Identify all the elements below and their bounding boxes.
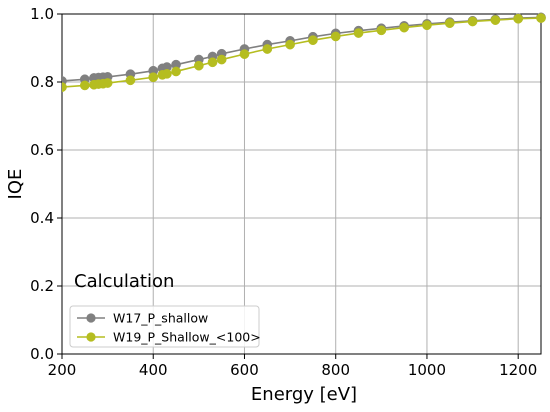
x-tick-label: 600 bbox=[230, 361, 259, 379]
data-point bbox=[353, 28, 364, 38]
data-point bbox=[216, 54, 227, 65]
data-point bbox=[102, 78, 113, 88]
data-point bbox=[162, 68, 172, 79]
legend-marker bbox=[86, 332, 96, 342]
legend-label: W17_P_shallow bbox=[113, 311, 208, 326]
legend-label: W19_P_Shallow_<100> bbox=[113, 330, 261, 345]
data-point bbox=[194, 60, 204, 71]
data-point bbox=[308, 35, 318, 46]
axes: 200 400 600 800 1000 1200 0.0 0.2 0.4 0.6 0.8 1.0 bbox=[30, 5, 542, 379]
data-point bbox=[330, 31, 341, 42]
x-tick-label: 800 bbox=[321, 361, 350, 379]
x-tick-label: 1200 bbox=[499, 361, 537, 379]
data-point bbox=[399, 22, 409, 33]
data-point bbox=[490, 15, 501, 25]
x-tick-label: 400 bbox=[139, 361, 168, 379]
x-tick-label: 1000 bbox=[408, 361, 446, 379]
y-tick-label: 0.8 bbox=[30, 73, 54, 91]
data-point bbox=[285, 39, 295, 50]
legend-box bbox=[69, 305, 260, 348]
series-layer bbox=[62, 12, 546, 92]
y-tick-label: 0.4 bbox=[30, 209, 54, 227]
x-axis-label: Energy [eV] bbox=[251, 384, 357, 405]
data-point bbox=[148, 72, 159, 83]
calculation-annotation: Calculation bbox=[74, 271, 174, 292]
data-point bbox=[467, 16, 478, 27]
y-tick-label: 0.2 bbox=[30, 277, 54, 295]
data-point bbox=[62, 82, 67, 92]
data-point bbox=[422, 20, 432, 31]
y-tick-label: 0.0 bbox=[30, 345, 54, 363]
data-point bbox=[207, 57, 218, 68]
data-point bbox=[125, 75, 136, 86]
y-tick-label: 0.6 bbox=[30, 141, 54, 159]
x-tick-label: 200 bbox=[48, 361, 77, 379]
data-point bbox=[239, 49, 250, 59]
data-point bbox=[171, 66, 181, 77]
data-point bbox=[444, 18, 455, 29]
grid-lines bbox=[61, 13, 541, 355]
data-point bbox=[376, 25, 387, 36]
data-point bbox=[262, 44, 273, 54]
data-point bbox=[79, 80, 90, 91]
data-point bbox=[513, 13, 524, 24]
y-axis-label: IQE bbox=[5, 169, 26, 200]
legend: W17_P_shallow W19_P_Shallow_<100> bbox=[69, 305, 261, 348]
y-tick-label: 1.0 bbox=[30, 5, 54, 23]
data-point bbox=[536, 13, 546, 23]
series-2 bbox=[62, 13, 546, 92]
legend-marker bbox=[86, 313, 96, 323]
plot-frame bbox=[61, 13, 542, 355]
